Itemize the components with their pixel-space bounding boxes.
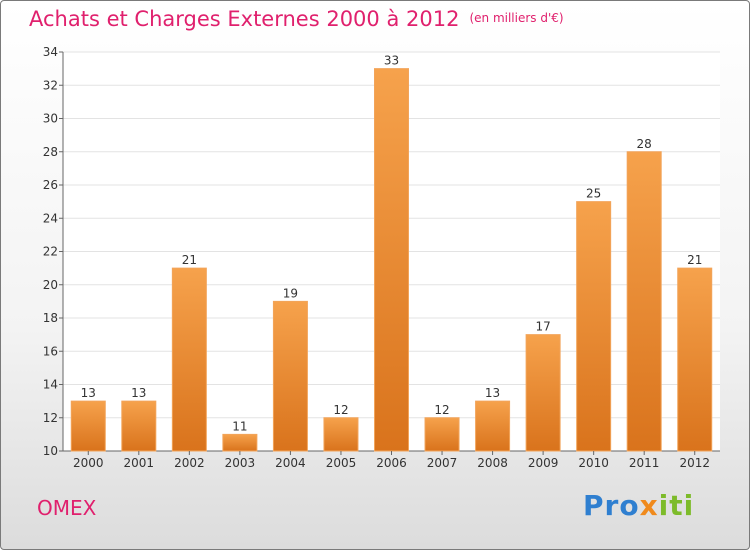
- x-tick-label: 2005: [326, 456, 357, 470]
- y-tick-label: 20: [43, 278, 58, 292]
- data-label: 19: [283, 286, 298, 300]
- chart-subtitle: (en milliers d'€): [469, 11, 564, 25]
- bar: [374, 68, 409, 452]
- chart-title: Achats et Charges Externes 2000 à 2012 (e…: [29, 7, 564, 31]
- data-label: 21: [687, 253, 702, 267]
- data-label: 33: [384, 54, 399, 68]
- bar: [222, 433, 258, 452]
- proxiti-logo[interactable]: Proxiti: [583, 489, 695, 522]
- y-tick-label: 14: [43, 378, 58, 392]
- y-tick-label: 32: [43, 78, 58, 92]
- commune-name: OMEX: [37, 496, 97, 520]
- y-tick-label: 30: [43, 112, 58, 126]
- bar: [171, 267, 207, 452]
- data-label: 11: [232, 419, 247, 433]
- x-tick-label: 2008: [477, 456, 508, 470]
- bar: [576, 201, 612, 452]
- data-label: 13: [485, 386, 500, 400]
- y-tick-label: 34: [43, 45, 58, 59]
- x-tick-label: 2004: [275, 456, 306, 470]
- data-label: 12: [333, 403, 348, 417]
- data-label: 21: [182, 253, 197, 267]
- y-tick-label: 18: [43, 311, 58, 325]
- bar: [424, 417, 460, 452]
- x-tick-label: 2011: [629, 456, 660, 470]
- bar: [70, 400, 106, 452]
- bar: [626, 151, 662, 452]
- x-tick-label: 2007: [427, 456, 458, 470]
- x-tick-label: 2010: [578, 456, 609, 470]
- data-label: 28: [637, 137, 652, 151]
- data-label: 25: [586, 187, 601, 201]
- bar: [272, 300, 308, 452]
- title-text: Achats et Charges Externes 2000 à 2012: [29, 7, 460, 31]
- y-tick-label: 28: [43, 145, 58, 159]
- y-tick-label: 22: [43, 245, 58, 259]
- data-label: 13: [81, 386, 96, 400]
- x-tick-label: 2012: [679, 456, 710, 470]
- bar: [525, 334, 561, 452]
- x-tick-label: 2009: [528, 456, 559, 470]
- x-tick-label: 2003: [225, 456, 256, 470]
- x-tick-label: 2002: [174, 456, 205, 470]
- y-tick-label: 26: [43, 178, 58, 192]
- data-label: 17: [535, 320, 550, 334]
- data-label: 12: [434, 403, 449, 417]
- y-tick-label: 12: [43, 411, 58, 425]
- y-tick-label: 16: [43, 344, 58, 358]
- bar: [677, 267, 713, 452]
- y-tick-label: 24: [43, 211, 58, 225]
- bar: [475, 400, 511, 452]
- x-tick-label: 2006: [376, 456, 407, 470]
- x-tick-label: 2000: [73, 456, 104, 470]
- bar: [323, 417, 359, 452]
- y-tick-label: 10: [43, 444, 58, 458]
- x-tick-label: 2001: [124, 456, 155, 470]
- data-label: 13: [131, 386, 146, 400]
- bar: [121, 400, 157, 452]
